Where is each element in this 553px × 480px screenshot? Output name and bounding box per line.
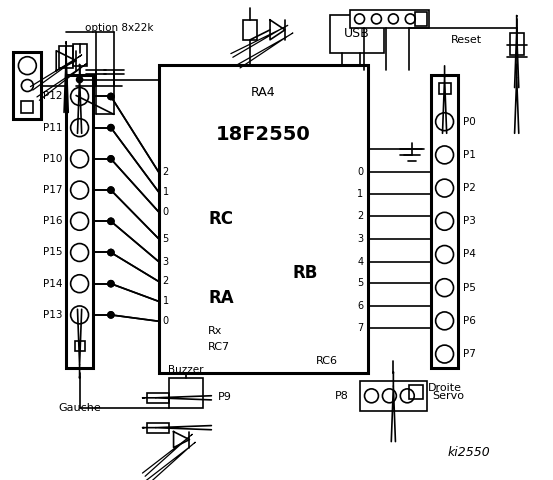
Text: P10: P10 bbox=[43, 154, 62, 164]
Text: USB: USB bbox=[344, 27, 370, 40]
Text: 6: 6 bbox=[357, 301, 363, 312]
Text: P5: P5 bbox=[463, 283, 476, 293]
Bar bbox=[13, 52, 41, 120]
Circle shape bbox=[108, 156, 114, 162]
Text: RC7: RC7 bbox=[208, 342, 231, 352]
Text: Servo: Servo bbox=[432, 391, 464, 401]
Bar bbox=[415, 12, 427, 26]
Bar bbox=[431, 74, 458, 368]
Text: P4: P4 bbox=[463, 250, 476, 260]
Text: P13: P13 bbox=[43, 310, 62, 320]
Text: 4: 4 bbox=[357, 257, 363, 266]
Text: 2: 2 bbox=[163, 167, 169, 177]
Bar bbox=[22, 101, 33, 113]
Text: 5: 5 bbox=[163, 234, 169, 244]
Circle shape bbox=[108, 94, 114, 99]
Text: 0: 0 bbox=[163, 316, 169, 326]
Text: P11: P11 bbox=[43, 123, 62, 132]
Bar bbox=[59, 46, 73, 68]
Text: RC6: RC6 bbox=[316, 356, 338, 366]
Bar bbox=[159, 65, 368, 373]
Bar bbox=[510, 33, 524, 55]
Text: P16: P16 bbox=[43, 216, 62, 226]
Text: P9: P9 bbox=[218, 392, 232, 402]
Text: 1: 1 bbox=[163, 296, 169, 306]
Text: RA4: RA4 bbox=[251, 86, 275, 99]
Text: Rx: Rx bbox=[208, 326, 223, 336]
Bar bbox=[330, 15, 384, 53]
Circle shape bbox=[108, 312, 114, 318]
Circle shape bbox=[108, 281, 114, 287]
Text: 1: 1 bbox=[163, 187, 169, 197]
Text: P6: P6 bbox=[463, 316, 476, 326]
Circle shape bbox=[108, 187, 114, 193]
Text: P14: P14 bbox=[43, 279, 62, 288]
Circle shape bbox=[108, 312, 114, 318]
Bar bbox=[359, 381, 427, 411]
Bar bbox=[72, 44, 86, 66]
Bar bbox=[66, 74, 93, 368]
Circle shape bbox=[108, 250, 114, 255]
Text: Reset: Reset bbox=[451, 35, 482, 45]
Text: RC: RC bbox=[208, 210, 233, 228]
Text: ki2550: ki2550 bbox=[447, 446, 491, 459]
Text: RB: RB bbox=[293, 264, 318, 283]
Circle shape bbox=[108, 125, 114, 131]
Circle shape bbox=[108, 250, 114, 255]
Text: RA: RA bbox=[208, 289, 234, 307]
Text: 5: 5 bbox=[357, 278, 363, 288]
Text: 2: 2 bbox=[357, 211, 363, 221]
Text: P8: P8 bbox=[335, 391, 348, 401]
Text: option 8x22k: option 8x22k bbox=[85, 23, 153, 33]
Text: Buzzer: Buzzer bbox=[168, 365, 204, 375]
Circle shape bbox=[108, 156, 114, 162]
Circle shape bbox=[108, 187, 114, 193]
Text: P7: P7 bbox=[463, 349, 476, 359]
Bar bbox=[75, 341, 85, 351]
Circle shape bbox=[108, 218, 114, 224]
Text: 7: 7 bbox=[357, 323, 363, 333]
Text: 3: 3 bbox=[357, 234, 363, 244]
Bar bbox=[439, 83, 451, 95]
Circle shape bbox=[108, 125, 114, 131]
Text: P2: P2 bbox=[463, 183, 476, 193]
Circle shape bbox=[108, 281, 114, 287]
Bar bbox=[243, 20, 257, 40]
Bar bbox=[147, 393, 169, 403]
Bar bbox=[349, 10, 429, 28]
Circle shape bbox=[108, 218, 114, 224]
Text: P12: P12 bbox=[43, 92, 62, 101]
Text: Droite: Droite bbox=[427, 383, 462, 393]
Text: 2: 2 bbox=[163, 276, 169, 287]
Text: 3: 3 bbox=[163, 257, 169, 266]
Text: 0: 0 bbox=[357, 167, 363, 177]
Text: P0: P0 bbox=[463, 117, 476, 127]
Text: P17: P17 bbox=[43, 185, 62, 195]
Text: Gauche: Gauche bbox=[58, 403, 101, 413]
Text: 18F2550: 18F2550 bbox=[216, 125, 310, 144]
Text: 0: 0 bbox=[163, 207, 169, 217]
Bar bbox=[409, 385, 423, 399]
Text: P15: P15 bbox=[43, 248, 62, 257]
Text: 1: 1 bbox=[357, 189, 363, 199]
Text: P3: P3 bbox=[463, 216, 476, 226]
Bar bbox=[147, 423, 169, 432]
Text: P1: P1 bbox=[463, 150, 476, 160]
Bar bbox=[169, 378, 204, 408]
Circle shape bbox=[77, 77, 82, 83]
Circle shape bbox=[108, 94, 114, 99]
